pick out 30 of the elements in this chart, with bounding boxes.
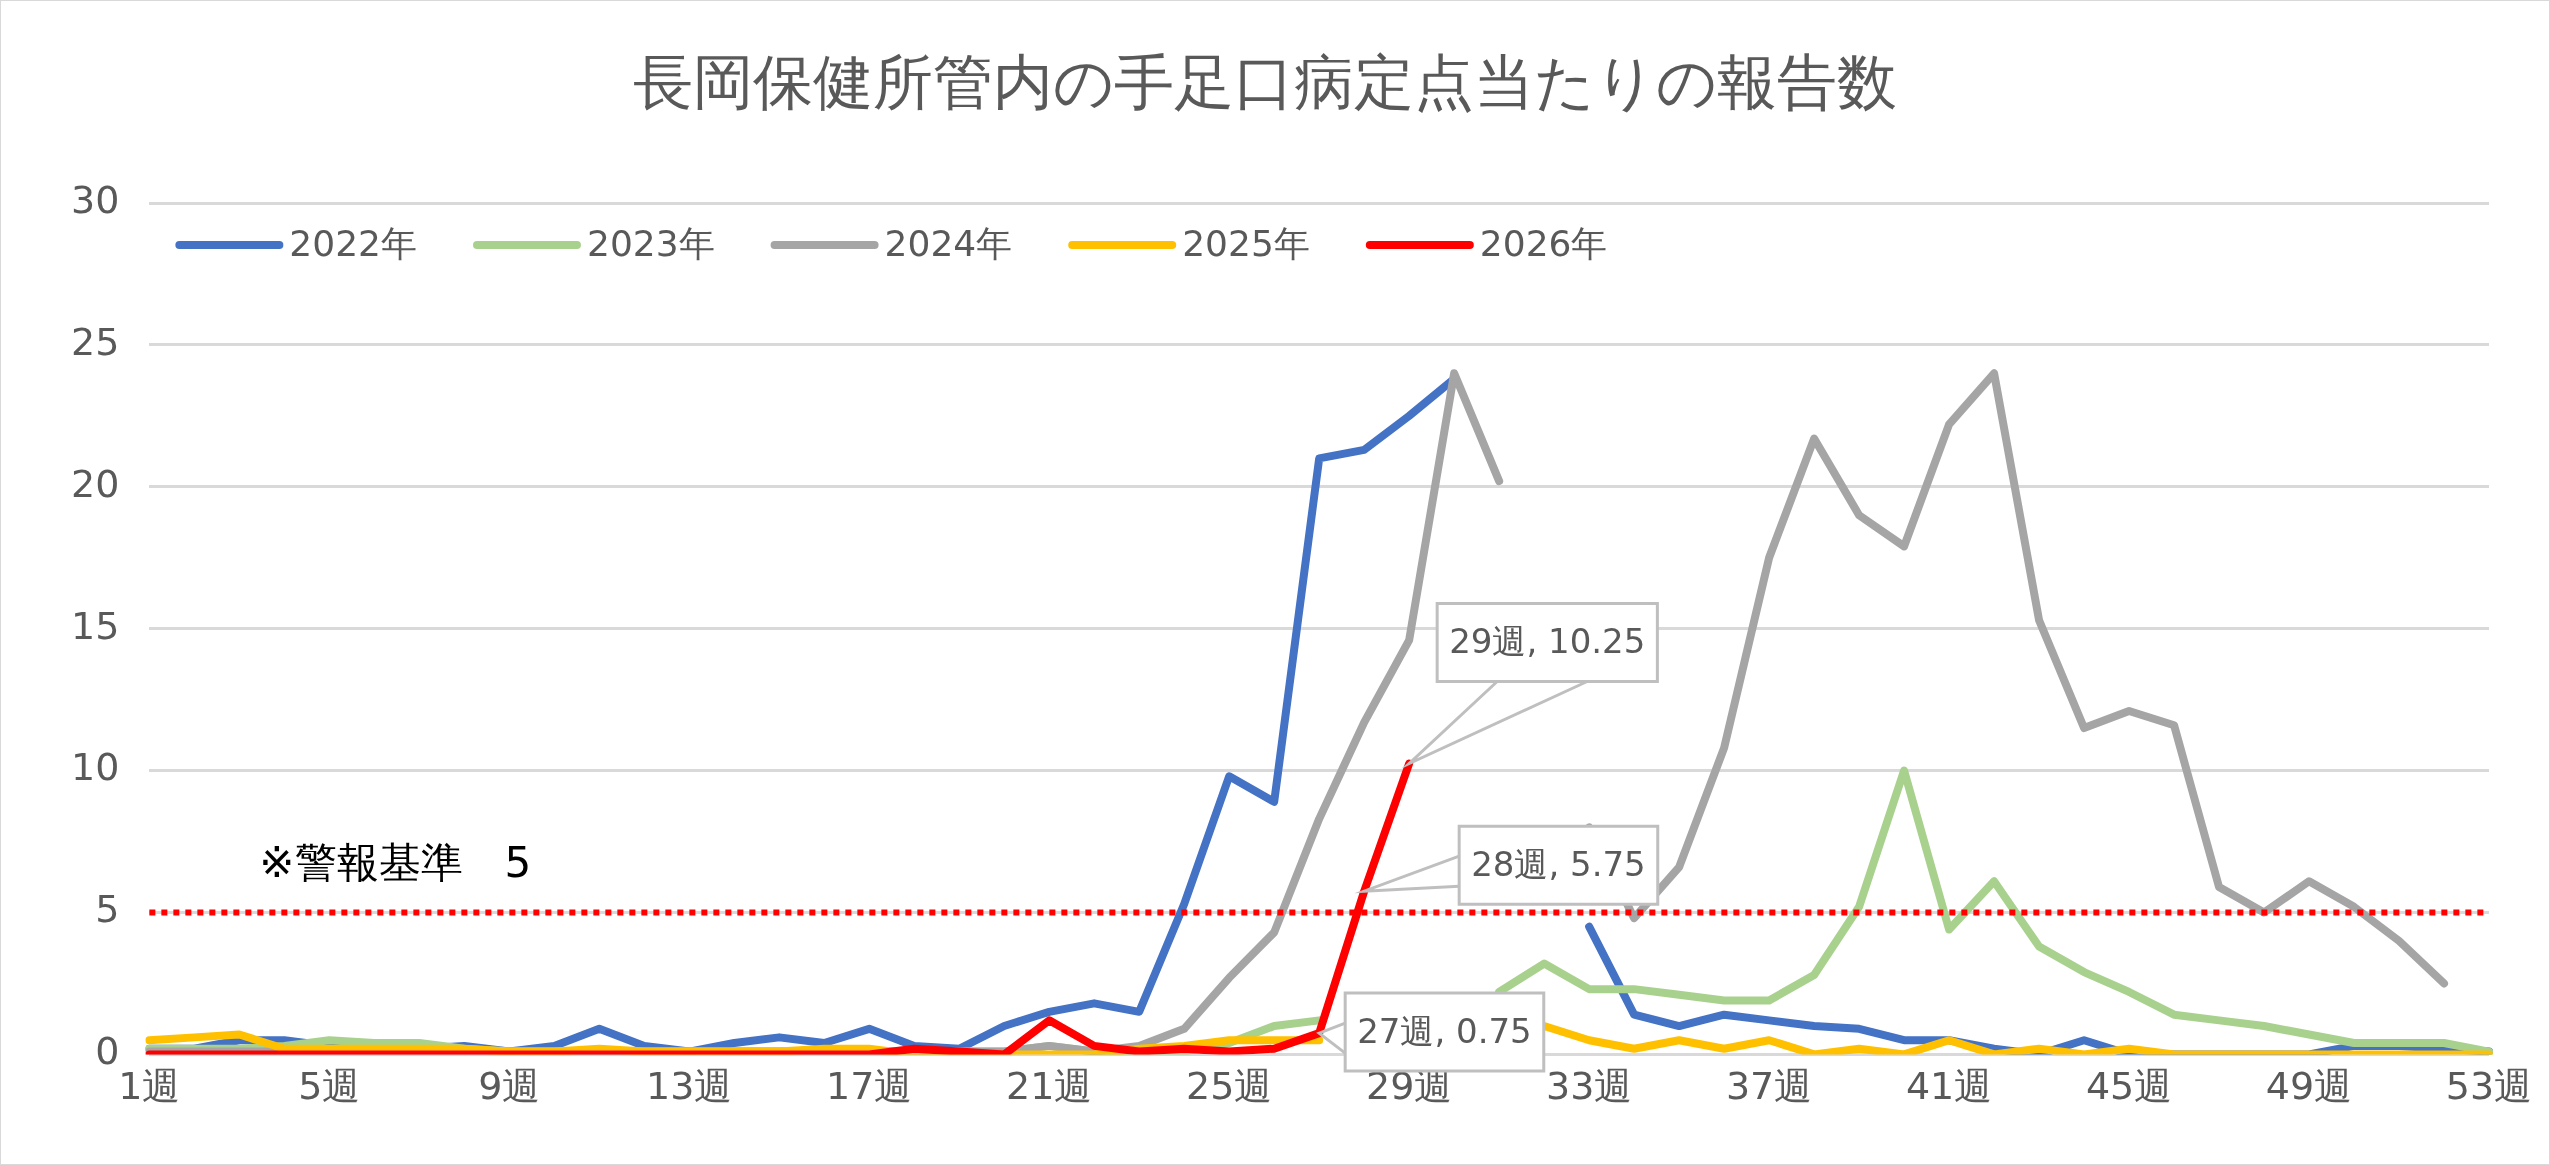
x-tick-label: 53週 [2445,1064,2533,1109]
legend-label: 2024年 [884,223,1013,265]
x-tick-label: 5週 [298,1064,361,1109]
y-tick-label: 5 [95,887,120,932]
x-tick-label: 1週 [118,1064,181,1109]
legend-label: 2023年 [586,223,715,265]
annotation: 29週, 10.25 [1449,621,1646,662]
ref-line-label: ※警報基準 5 [259,838,532,888]
x-tick-label: 45週 [2085,1064,2173,1109]
x-tick-label: 21週 [1006,1064,1093,1109]
y-tick-label: 0 [95,1029,120,1074]
x-tick-label: 49週 [2265,1064,2353,1109]
y-tick-label: 10 [70,745,120,790]
y-tick-label: 20 [70,461,120,506]
x-tick-label: 13週 [646,1064,733,1109]
chart-title: 長岡保健所管内の手足口病定点当たりの報告数 [633,46,1897,117]
x-tick-label: 37週 [1725,1064,1813,1109]
legend-label: 2025年 [1182,223,1310,265]
x-tick-label: 41週 [1905,1064,1993,1109]
x-tick-label: 33週 [1545,1064,1633,1109]
x-tick-label: 25週 [1186,1064,1273,1109]
legend-label: 2026年 [1479,223,1608,265]
y-tick-label: 25 [70,319,120,364]
x-tick-label: 9週 [478,1064,541,1109]
annotation: 27週, 0.75 [1357,1010,1532,1051]
y-tick-label: 30 [70,177,120,222]
x-tick-label: 17週 [826,1064,913,1109]
y-tick-label: 15 [70,603,120,648]
legend-label: 2022年 [289,223,417,265]
annotation: 28週, 5.75 [1471,844,1646,885]
